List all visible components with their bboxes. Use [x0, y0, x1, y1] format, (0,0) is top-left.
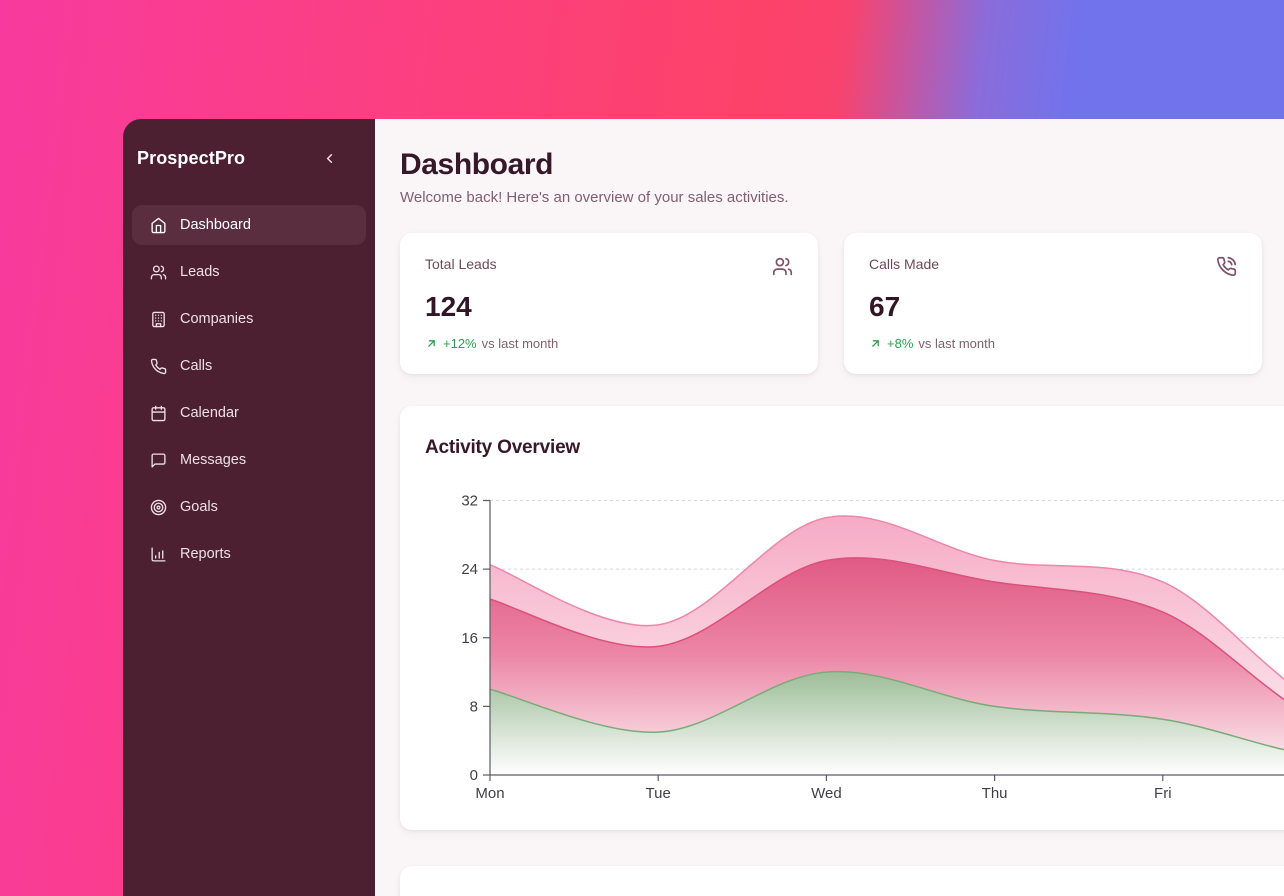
sidebar-item-companies[interactable]: Companies [132, 299, 366, 339]
activity-overview-card: Activity Overview 0 8 16 24 32 Mon Tue Wed Thu Fr… [400, 406, 1284, 830]
trend-percent: +8% [887, 336, 914, 351]
app-brand: ProspectPro [137, 148, 246, 168]
stat-value: 67 [869, 291, 901, 322]
arrow-up-right-icon [869, 337, 882, 350]
bottom-card-partial [400, 866, 1284, 896]
stat-label: Total Leads [425, 256, 497, 272]
stat-card-total-leads: Total Leads 124 +12% vs last month [400, 233, 818, 374]
bar-chart-icon [150, 546, 167, 563]
sidebar-item-label: Dashboard [180, 217, 251, 233]
svg-text:Thu: Thu [982, 785, 1008, 802]
sidebar-header: ProspectPro [123, 119, 375, 169]
svg-text:Tue: Tue [646, 785, 671, 802]
stat-trend: +12% vs last month [425, 336, 793, 351]
sidebar-item-messages[interactable]: Messages [132, 440, 366, 480]
trend-suffix: vs last month [481, 336, 559, 351]
app-window: ProspectPro Dashboard Leads Companies [123, 119, 1284, 896]
phone-call-icon [1216, 256, 1237, 282]
stat-trend: +8% vs last month [869, 336, 1237, 351]
stat-card-calls-made: Calls Made 67 +8% vs last month [844, 233, 1262, 374]
sidebar: ProspectPro Dashboard Leads Companies [123, 119, 375, 896]
sidebar-item-leads[interactable]: Leads [132, 252, 366, 292]
svg-text:0: 0 [470, 767, 478, 784]
svg-text:32: 32 [461, 493, 478, 510]
arrow-up-right-icon [425, 337, 438, 350]
sidebar-item-label: Calls [180, 358, 213, 374]
sidebar-item-label: Messages [180, 452, 247, 468]
stat-value: 124 [425, 291, 472, 322]
sidebar-item-goals[interactable]: Goals [132, 487, 366, 527]
calendar-icon [150, 405, 167, 422]
chart-title: Activity Overview [425, 437, 581, 458]
sidebar-item-label: Reports [180, 546, 231, 562]
sidebar-item-label: Goals [180, 499, 218, 515]
svg-text:24: 24 [461, 561, 478, 578]
chevron-left-icon [322, 151, 337, 166]
sidebar-item-reports[interactable]: Reports [132, 534, 366, 574]
home-icon [150, 217, 167, 234]
message-square-icon [150, 452, 167, 469]
stats-row: Total Leads 124 +12% vs last month Calls… [400, 233, 1284, 374]
main-content: Dashboard Welcome back! Here's an overvi… [375, 119, 1284, 896]
sidebar-item-calendar[interactable]: Calendar [132, 393, 366, 433]
target-icon [150, 499, 167, 516]
page-title: Dashboard [400, 148, 554, 181]
page-subtitle: Welcome back! Here's an overview of your… [400, 189, 789, 206]
sidebar-nav: Dashboard Leads Companies Calls Calendar… [123, 205, 375, 574]
trend-percent: +12% [443, 336, 477, 351]
sidebar-item-label: Companies [180, 311, 254, 327]
sidebar-item-label: Calendar [180, 405, 239, 421]
building-icon [150, 311, 167, 328]
stat-label: Calls Made [869, 256, 940, 272]
sidebar-item-calls[interactable]: Calls [132, 346, 366, 386]
svg-text:Fri: Fri [1154, 785, 1172, 802]
svg-text:Wed: Wed [811, 785, 842, 802]
phone-icon [150, 358, 167, 375]
svg-text:Mon: Mon [475, 785, 504, 802]
sidebar-item-dashboard[interactable]: Dashboard [132, 205, 366, 245]
svg-text:16: 16 [461, 630, 478, 647]
users-icon [150, 264, 167, 281]
svg-text:8: 8 [470, 698, 478, 715]
sidebar-collapse-button[interactable] [320, 149, 339, 168]
trend-suffix: vs last month [918, 336, 995, 351]
users-icon [772, 256, 793, 282]
activity-overview-chart: 08162432MonTueWedThuFriSatSun [461, 493, 1284, 802]
sidebar-item-label: Leads [180, 264, 220, 280]
